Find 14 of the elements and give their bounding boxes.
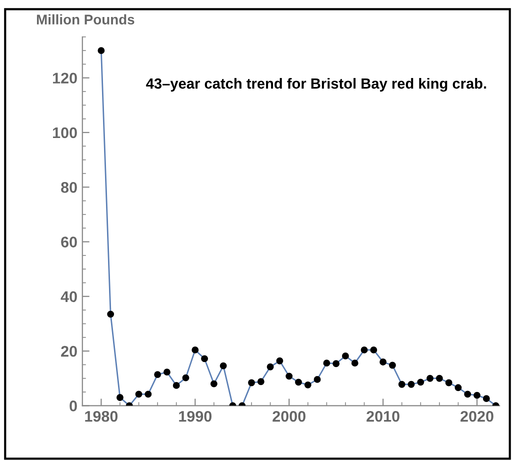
- y-tick-label: 80: [61, 182, 77, 193]
- x-tick-label: 2000: [272, 410, 306, 422]
- y-tick-label: 0: [70, 400, 77, 412]
- text: 43–year catch trend for Bristol Bay red king crab.: [146, 78, 486, 92]
- x-tick-label: 2010: [366, 410, 400, 422]
- y-tick-label: 40: [60, 291, 77, 302]
- x-tick-label: 1980: [85, 410, 118, 422]
- y-axis-title: Million Pounds: [36, 14, 134, 24]
- y-tick-label: 20: [61, 346, 77, 357]
- y-tick-label: 120: [53, 72, 77, 84]
- x-tick-label: 1990: [179, 410, 212, 422]
- x-tick-label: 2020: [460, 410, 494, 422]
- y-tick-label: 60: [61, 236, 77, 248]
- y-tick-label: 100: [53, 127, 77, 138]
